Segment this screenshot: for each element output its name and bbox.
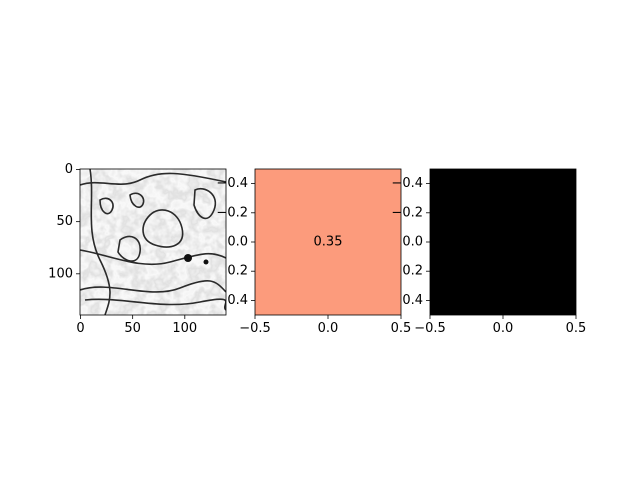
x-tick-label: −0.5: [414, 321, 446, 336]
y-tick-label: 100: [48, 266, 73, 281]
panel-2-cell: [255, 169, 401, 315]
y-tick-label: 0.4: [402, 293, 423, 308]
y-tick-label: 0.0: [227, 235, 248, 250]
panel-3-y-ticks: −0.4 −0.2 0.0 0.2 0.4: [391, 176, 430, 308]
y-tick-label: 0.0: [402, 235, 423, 250]
x-tick-label: 0.0: [493, 321, 514, 336]
panel-3-x-ticks: −0.5 0.0 0.5: [414, 315, 586, 336]
panel-3: −0.5 0.0 0.5 −0.4 −0.2 0.0 0.2 0.4: [391, 168, 586, 336]
x-tick-label: 0.0: [318, 321, 339, 336]
y-tick-label: −0.2: [216, 205, 248, 220]
x-tick-label: 0.5: [566, 321, 587, 336]
panel-2-cell-annotation: 0.35: [314, 235, 343, 250]
y-tick-label: 0.2: [227, 264, 248, 279]
panel-1-y-ticks: 0 50 100: [48, 162, 80, 281]
em-image: [80, 169, 226, 315]
x-tick-label: 0.5: [391, 321, 412, 336]
x-tick-label: 0: [76, 321, 84, 336]
panel-1-frame: [79, 168, 227, 316]
y-tick-label: 0.4: [227, 293, 248, 308]
x-tick-label: 50: [124, 321, 141, 336]
y-tick-label: 0: [65, 162, 73, 177]
panel-3-cell: [430, 169, 576, 315]
y-tick-label: 50: [56, 214, 73, 229]
panel-2-x-ticks: −0.5 0.0 0.5: [239, 315, 411, 336]
panel-2: 0.35 −0.5 0.0 0.5 −0.4 −0.2 0.0 0.2 0.4: [216, 168, 411, 336]
y-tick-label: 0.2: [402, 264, 423, 279]
em-dark-vesicle: [184, 254, 192, 262]
y-tick-label: −0.2: [391, 205, 423, 220]
y-tick-label: −0.4: [216, 176, 248, 191]
x-tick-label: −0.5: [239, 321, 271, 336]
em-dark-vesicle: [203, 259, 209, 265]
panel-1: 0 50 100 0 50 100: [48, 162, 227, 336]
panel-2-y-ticks: −0.4 −0.2 0.0 0.2 0.4: [216, 176, 255, 308]
em-membranes: [80, 169, 226, 315]
panel-1-x-ticks: 0 50 100: [76, 315, 197, 336]
x-tick-label: 100: [172, 321, 197, 336]
y-tick-label: −0.4: [391, 176, 423, 191]
